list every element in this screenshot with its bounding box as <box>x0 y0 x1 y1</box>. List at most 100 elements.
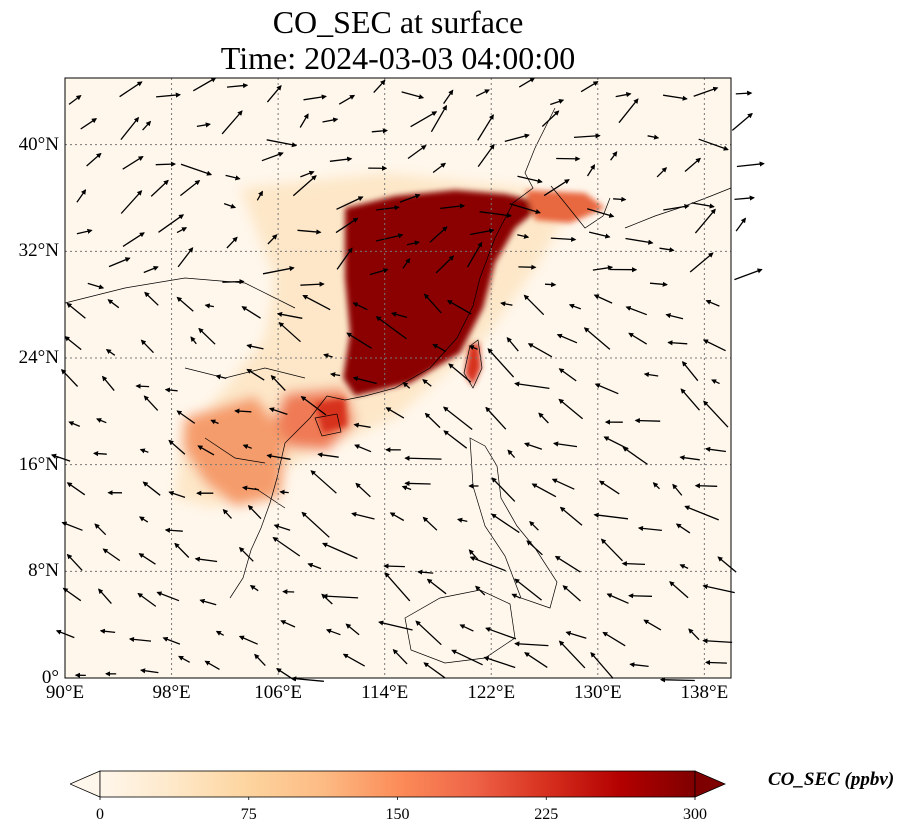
wind-arrow <box>168 490 186 499</box>
wind-arrow <box>262 266 295 275</box>
wind-arrow <box>711 379 720 385</box>
wind-arrow <box>261 151 284 162</box>
wind-arrow <box>392 648 408 665</box>
wind-arrow <box>383 563 405 569</box>
china-coastline <box>326 107 556 401</box>
wind-arrow <box>168 439 186 455</box>
colorbar <box>70 770 726 800</box>
wind-arrow <box>300 170 315 178</box>
wind-arrow <box>249 585 259 592</box>
colorbar-extend-high <box>694 770 726 798</box>
lon-tick-label: 90°E <box>45 682 85 703</box>
wind-arrow <box>342 653 366 667</box>
wind-arrow <box>500 301 513 307</box>
wind-arrow <box>221 110 243 135</box>
wind-arrow <box>568 303 582 310</box>
wind-arrow <box>689 252 714 273</box>
wind-arrow <box>734 268 763 281</box>
wind-arrow <box>268 407 288 416</box>
wind-arrow <box>99 628 116 634</box>
wind-arrow <box>190 336 197 345</box>
wind-arrow <box>322 593 359 599</box>
wind-arrow <box>426 578 447 595</box>
wind-arrow <box>351 511 375 520</box>
wind-arrow <box>137 592 157 607</box>
wind-arrow <box>105 349 116 356</box>
wind-arrow <box>135 383 150 389</box>
wind-arrow <box>292 175 317 197</box>
wind-arrow <box>270 374 286 391</box>
wind-arrow <box>241 485 259 491</box>
wind-arrow <box>122 232 145 247</box>
wind-arrow <box>176 296 194 312</box>
gridlines <box>65 78 731 678</box>
wind-arrow <box>352 302 368 311</box>
wind-arrow <box>177 247 194 268</box>
wind-arrow <box>551 478 575 490</box>
wind-arrow <box>698 138 729 151</box>
wind-arrow <box>684 505 719 521</box>
wind-arrow <box>606 593 629 604</box>
wind-arrow <box>518 77 536 88</box>
wind-arrow <box>543 179 570 197</box>
wind-arrow <box>524 652 548 668</box>
wind-arrow <box>628 332 648 345</box>
colorbar-tick-label: 300 <box>683 806 707 823</box>
wind-arrow <box>389 512 405 522</box>
wind-arrow <box>355 482 371 498</box>
wind-arrow <box>456 517 468 523</box>
wind-arrow <box>663 203 690 211</box>
wind-arrow <box>300 395 327 416</box>
wind-arrow <box>637 525 662 532</box>
wind-arrow <box>669 581 689 599</box>
wind-arrow <box>593 512 629 520</box>
wind-arrow <box>680 388 700 411</box>
wind-arrow <box>430 104 447 133</box>
wind-arrow <box>485 406 507 430</box>
wind-arrow <box>322 542 358 560</box>
wind-arrow <box>509 203 541 214</box>
wind-arrow <box>702 638 733 644</box>
wind-arrow <box>681 360 699 382</box>
wind-arrow <box>215 374 227 380</box>
wind-arrow <box>491 477 516 502</box>
wind-arrow <box>691 202 715 209</box>
wind-arrow <box>68 421 81 427</box>
wind-arrow <box>144 291 159 306</box>
wind-arrow <box>60 368 79 387</box>
wind-arrow <box>517 233 530 239</box>
wind-arrow <box>204 303 215 309</box>
wind-arrow <box>353 422 371 428</box>
wind-arrow <box>335 217 359 234</box>
wind-arrow <box>613 196 627 202</box>
wind-arrow <box>524 442 543 450</box>
wind-arrow <box>647 134 660 140</box>
wind-arrow <box>704 446 726 453</box>
wind-arrow <box>192 77 217 92</box>
wind-arrow <box>155 161 177 167</box>
wind-arrow <box>404 455 442 461</box>
wind-arrow <box>336 247 353 270</box>
wind-arrow <box>98 588 112 605</box>
wind-arrow <box>610 151 618 161</box>
wind-arrow <box>66 482 86 496</box>
wind-arrow <box>552 441 578 448</box>
wind-arrow <box>662 94 688 101</box>
wind-arrow <box>401 91 425 100</box>
wind-arrow <box>94 523 107 536</box>
wind-arrow <box>629 662 649 668</box>
plume-taiwan <box>465 342 481 386</box>
wind-arrow <box>573 133 601 139</box>
wind-arrow <box>267 234 278 245</box>
wind-arrow <box>176 227 188 234</box>
wind-arrow <box>634 418 661 424</box>
wind-arrow <box>443 89 454 104</box>
wind-arrow <box>702 584 735 594</box>
wind-arrow <box>299 113 309 128</box>
wind-arrow <box>423 662 446 679</box>
wind-arrow <box>656 167 668 178</box>
lon-tick-label: 106°E <box>254 682 302 703</box>
wind-arrow <box>352 376 377 385</box>
wind-arrow <box>197 445 215 456</box>
wind-arrow <box>625 306 648 316</box>
